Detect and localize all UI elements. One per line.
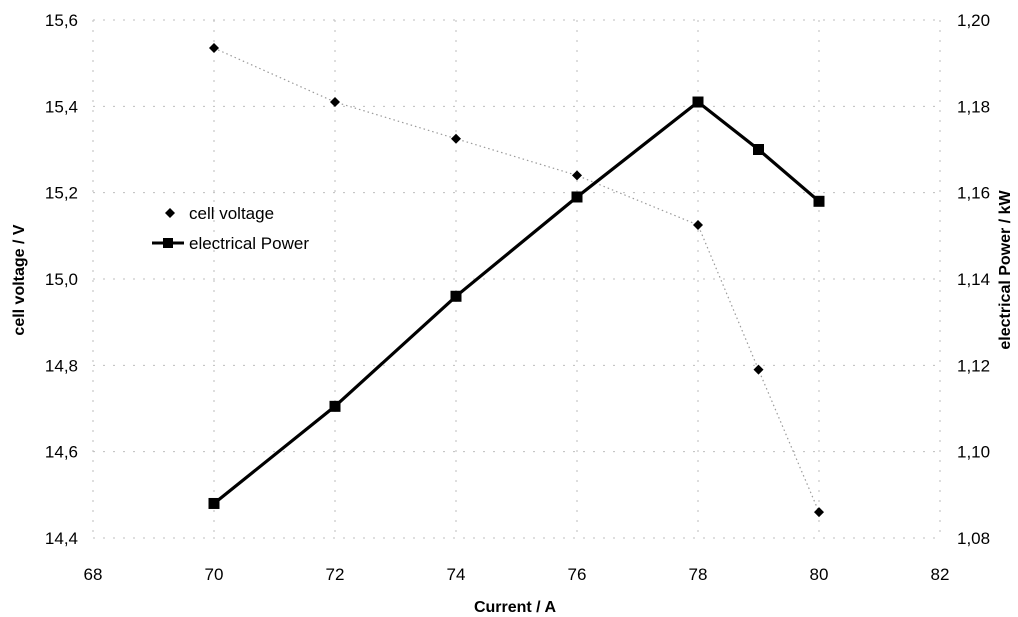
x-tick-label: 68 <box>84 565 103 584</box>
data-point-square <box>753 144 764 155</box>
series-line <box>212 99 821 505</box>
left-y-axis-title: cell voltage / V <box>11 224 28 335</box>
left-y-tick-label: 14,8 <box>45 356 78 375</box>
right-y-tick-label: 1,12 <box>957 356 990 375</box>
data-point-diamond <box>693 220 703 231</box>
x-axis-title: Current / A <box>474 599 557 616</box>
data-point-square <box>329 400 341 412</box>
x-axis-ticks: 68 70 72 74 76 78 80 82 <box>84 565 950 584</box>
x-tick-label: 82 <box>931 565 950 584</box>
x-tick-label: 74 <box>447 565 466 584</box>
left-y-tick-label: 15,2 <box>45 184 78 203</box>
x-tick-label: 76 <box>568 565 587 584</box>
right-y-tick-label: 1,18 <box>957 97 990 116</box>
right-y-tick-label: 1,14 <box>957 270 990 289</box>
data-point-diamond <box>330 97 340 108</box>
left-y-tick-label: 15,6 <box>45 11 78 30</box>
data-point-diamond <box>209 43 219 54</box>
data-point-square <box>208 497 220 509</box>
right-y-axis-ticks: 1,08 1,10 1,12 1,14 1,16 1,18 1,20 <box>957 11 990 548</box>
left-y-tick-label: 15,4 <box>45 97 78 116</box>
legend: cell voltage electrical Power <box>152 204 309 253</box>
right-y-tick-label: 1,20 <box>957 11 990 30</box>
series-cell-voltage <box>209 43 824 518</box>
right-y-tick-label: 1,16 <box>957 184 990 203</box>
legend-marker-cell-voltage <box>165 208 175 218</box>
left-y-tick-label: 15,0 <box>45 270 78 289</box>
right-y-tick-label: 1,10 <box>957 443 990 462</box>
grid <box>92 19 941 539</box>
data-point-diamond <box>753 364 764 375</box>
x-tick-label: 78 <box>689 565 708 584</box>
data-point-diamond <box>451 133 461 144</box>
series-electrical-power <box>208 96 825 509</box>
data-point-square <box>692 96 704 108</box>
right-y-axis-title: electrical Power / kW <box>997 190 1014 350</box>
x-tick-label: 70 <box>205 565 224 584</box>
left-y-axis-ticks: 14,4 14,6 14,8 15,0 15,2 15,4 15,6 <box>45 11 78 548</box>
data-point-square <box>813 195 825 207</box>
data-point-diamond <box>814 507 824 518</box>
legend-label-electrical-power: electrical Power <box>189 234 309 253</box>
data-point-square <box>571 191 583 203</box>
series-layer <box>208 43 825 518</box>
right-y-tick-label: 1,08 <box>957 529 990 548</box>
x-tick-label: 72 <box>326 565 345 584</box>
left-y-tick-label: 14,4 <box>45 529 78 548</box>
data-point-square <box>450 290 462 302</box>
legend-marker-electrical-power <box>163 238 173 248</box>
x-tick-label: 80 <box>810 565 829 584</box>
data-point-diamond <box>572 170 582 181</box>
legend-label-cell-voltage: cell voltage <box>189 204 274 223</box>
left-y-tick-label: 14,6 <box>45 443 78 462</box>
series-line <box>213 47 820 513</box>
